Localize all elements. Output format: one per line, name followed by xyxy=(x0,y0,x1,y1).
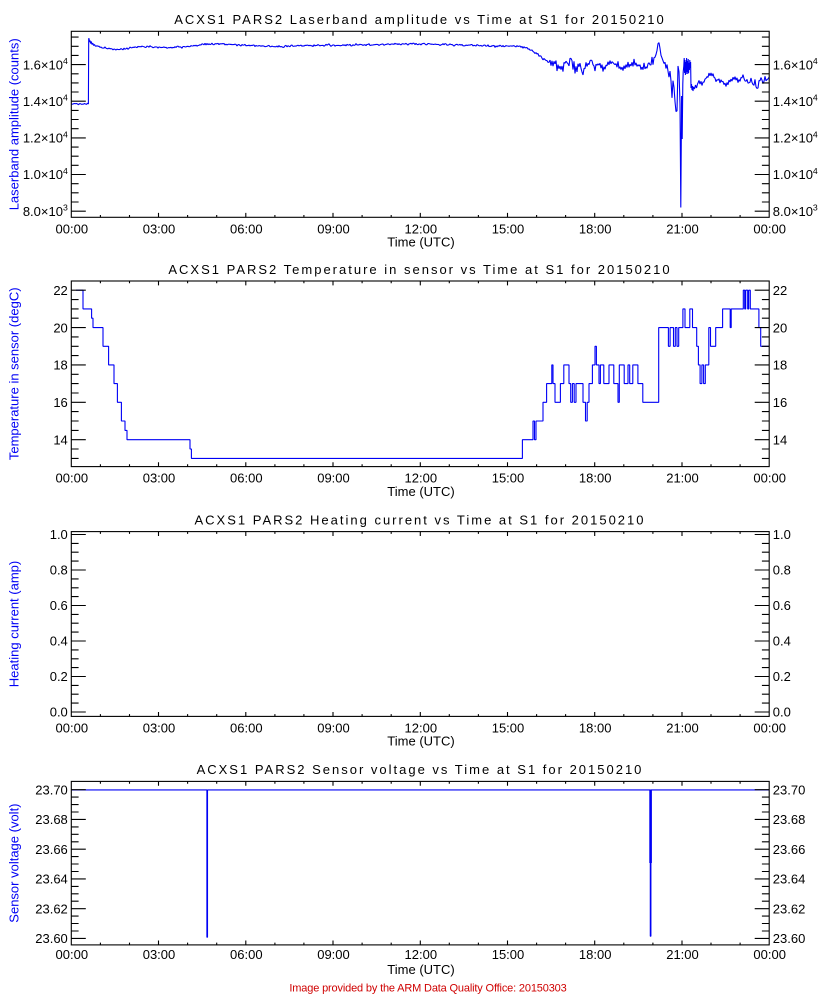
svg-text:0.0: 0.0 xyxy=(773,705,791,720)
svg-text:12:00: 12:00 xyxy=(405,471,438,486)
svg-text:1.4×104: 1.4×104 xyxy=(773,93,818,109)
svg-text:ACXS1 PARS2 Laserband amplitud: ACXS1 PARS2 Laserband amplitude vs Time … xyxy=(174,12,666,27)
svg-text:06:00: 06:00 xyxy=(230,947,263,962)
svg-text:00:00: 00:00 xyxy=(753,947,786,962)
svg-text:23.60: 23.60 xyxy=(773,931,806,946)
svg-text:03:00: 03:00 xyxy=(143,720,176,735)
svg-text:ACXS1 PARS2 Sensor voltage vs: ACXS1 PARS2 Sensor voltage vs Time at S1… xyxy=(197,762,644,777)
svg-text:21:00: 21:00 xyxy=(666,947,699,962)
svg-text:15:00: 15:00 xyxy=(492,221,525,236)
svg-text:0.2: 0.2 xyxy=(773,669,791,684)
svg-text:15:00: 15:00 xyxy=(492,947,525,962)
svg-text:0.8: 0.8 xyxy=(773,563,791,578)
svg-text:21:00: 21:00 xyxy=(666,221,699,236)
svg-text:00:00: 00:00 xyxy=(56,720,89,735)
svg-text:06:00: 06:00 xyxy=(230,471,263,486)
svg-text:23.68: 23.68 xyxy=(35,812,68,827)
svg-text:18:00: 18:00 xyxy=(579,471,612,486)
svg-text:23.70: 23.70 xyxy=(35,782,68,797)
svg-text:23.66: 23.66 xyxy=(35,842,68,857)
svg-text:18: 18 xyxy=(773,358,787,373)
svg-text:Time (UTC): Time (UTC) xyxy=(387,484,454,499)
svg-text:22: 22 xyxy=(773,283,787,298)
svg-text:Heating current (amp): Heating current (amp) xyxy=(7,561,22,687)
svg-text:0.6: 0.6 xyxy=(773,598,791,613)
svg-text:12:00: 12:00 xyxy=(405,221,438,236)
svg-text:0.6: 0.6 xyxy=(50,598,68,613)
svg-text:Laserband amplitude (counts): Laserband amplitude (counts) xyxy=(7,38,22,210)
svg-text:09:00: 09:00 xyxy=(317,720,350,735)
svg-text:20: 20 xyxy=(773,320,787,335)
svg-text:09:00: 09:00 xyxy=(317,471,350,486)
svg-text:Temperature in sensor (degC): Temperature in sensor (degC) xyxy=(7,287,22,460)
svg-text:8.0×103: 8.0×103 xyxy=(773,203,818,219)
svg-text:03:00: 03:00 xyxy=(143,947,176,962)
svg-text:00:00: 00:00 xyxy=(753,221,786,236)
svg-text:0.2: 0.2 xyxy=(50,669,68,684)
svg-text:23.64: 23.64 xyxy=(773,872,806,887)
svg-text:1.2×104: 1.2×104 xyxy=(23,129,68,145)
svg-text:1.0: 1.0 xyxy=(50,527,68,542)
svg-text:21:00: 21:00 xyxy=(666,471,699,486)
svg-text:18:00: 18:00 xyxy=(579,720,612,735)
svg-text:Sensor voltage (volt): Sensor voltage (volt) xyxy=(7,803,22,922)
svg-text:09:00: 09:00 xyxy=(317,221,350,236)
svg-text:18:00: 18:00 xyxy=(579,947,612,962)
svg-text:06:00: 06:00 xyxy=(230,720,263,735)
svg-text:1.0×104: 1.0×104 xyxy=(23,166,68,182)
svg-text:23.62: 23.62 xyxy=(35,901,68,916)
svg-text:15:00: 15:00 xyxy=(492,720,525,735)
svg-text:1.6×104: 1.6×104 xyxy=(773,56,818,72)
svg-text:23.60: 23.60 xyxy=(35,931,68,946)
svg-text:00:00: 00:00 xyxy=(56,221,89,236)
svg-text:18: 18 xyxy=(53,358,67,373)
svg-text:22: 22 xyxy=(53,283,67,298)
svg-text:00:00: 00:00 xyxy=(56,471,89,486)
svg-text:8.0×103: 8.0×103 xyxy=(23,203,68,219)
svg-text:1.6×104: 1.6×104 xyxy=(23,56,68,72)
svg-text:14: 14 xyxy=(53,432,67,447)
svg-text:23.66: 23.66 xyxy=(773,842,806,857)
svg-text:06:00: 06:00 xyxy=(230,221,263,236)
svg-text:0.4: 0.4 xyxy=(773,634,791,649)
svg-text:21:00: 21:00 xyxy=(666,720,699,735)
svg-text:1.0×104: 1.0×104 xyxy=(773,166,818,182)
svg-text:23.70: 23.70 xyxy=(773,782,806,797)
svg-text:20: 20 xyxy=(53,320,67,335)
svg-text:12:00: 12:00 xyxy=(405,947,438,962)
svg-text:1.4×104: 1.4×104 xyxy=(23,93,68,109)
svg-text:Time (UTC): Time (UTC) xyxy=(387,962,454,977)
svg-text:18:00: 18:00 xyxy=(579,221,612,236)
svg-text:00:00: 00:00 xyxy=(753,471,786,486)
svg-text:ACXS1 PARS2 Temperature in sen: ACXS1 PARS2 Temperature in sensor vs Tim… xyxy=(168,262,671,277)
svg-text:16: 16 xyxy=(53,395,67,410)
svg-text:15:00: 15:00 xyxy=(492,471,525,486)
svg-text:00:00: 00:00 xyxy=(56,947,89,962)
svg-text:0.4: 0.4 xyxy=(50,634,68,649)
svg-text:1.2×104: 1.2×104 xyxy=(773,129,818,145)
svg-text:14: 14 xyxy=(773,432,787,447)
svg-text:12:00: 12:00 xyxy=(405,720,438,735)
svg-text:09:00: 09:00 xyxy=(317,947,350,962)
svg-text:1.0: 1.0 xyxy=(773,527,791,542)
svg-text:0.0: 0.0 xyxy=(50,705,68,720)
svg-text:23.68: 23.68 xyxy=(773,812,806,827)
svg-text:03:00: 03:00 xyxy=(143,471,176,486)
svg-text:00:00: 00:00 xyxy=(753,720,786,735)
svg-text:16: 16 xyxy=(773,395,787,410)
svg-text:Time (UTC): Time (UTC) xyxy=(387,734,454,749)
svg-text:23.64: 23.64 xyxy=(35,872,68,887)
svg-text:23.62: 23.62 xyxy=(773,901,806,916)
svg-text:Time (UTC): Time (UTC) xyxy=(387,235,454,250)
svg-text:ACXS1 PARS2 Heating current vs: ACXS1 PARS2 Heating current vs Time at S… xyxy=(195,512,646,527)
svg-text:0.8: 0.8 xyxy=(50,563,68,578)
svg-text:03:00: 03:00 xyxy=(143,221,176,236)
svg-text:Image provided by the ARM Data: Image provided by the ARM Data Quality O… xyxy=(289,983,566,995)
